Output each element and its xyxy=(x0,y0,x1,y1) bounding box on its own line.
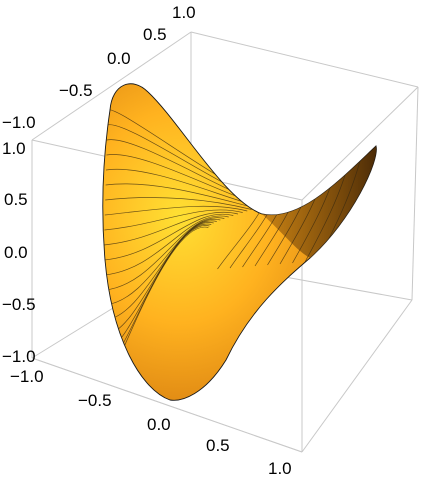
tick-label: 0.0 xyxy=(147,415,171,434)
contour-line xyxy=(104,213,234,261)
tick-label: −0.5 xyxy=(78,391,112,410)
tick-label: 1.0 xyxy=(2,139,26,158)
bottom-axis-ticks: −1.0 −0.5 0.0 0.5 1.0 xyxy=(10,367,292,478)
tick-label: 0.5 xyxy=(206,436,230,455)
contour-line xyxy=(104,209,243,231)
tick-label: 0.5 xyxy=(4,190,28,209)
z-axis-ticks: 1.0 0.5 0.0 −0.5 −1.0 xyxy=(2,139,36,366)
tick-label: 0.0 xyxy=(4,243,28,262)
surface-fill xyxy=(102,83,377,401)
top-axis-ticks: −1.0 −0.5 0.0 0.5 1.0 xyxy=(2,3,196,132)
tick-label: 0.5 xyxy=(143,25,167,44)
bounding-box-front xyxy=(31,357,303,453)
contour-line xyxy=(105,218,221,306)
saddle-surface xyxy=(102,83,377,401)
tick-label: −1.0 xyxy=(2,347,36,366)
box-edge xyxy=(31,357,303,453)
contour-line xyxy=(105,183,256,209)
tick-label: −1.0 xyxy=(2,113,36,132)
surface-shadow xyxy=(262,146,377,258)
contour-line xyxy=(105,197,252,210)
tick-label: 1.0 xyxy=(172,3,196,22)
box-edge xyxy=(411,86,419,301)
box-edge xyxy=(190,31,419,88)
tick-label: 0.0 xyxy=(107,49,131,68)
contour-line xyxy=(105,217,225,291)
contour-line xyxy=(104,205,248,216)
contour-line xyxy=(104,215,229,276)
contour-line xyxy=(106,222,214,336)
box-edge xyxy=(301,86,419,201)
box-edge xyxy=(301,299,413,453)
contour-line xyxy=(105,220,217,321)
tick-label: −0.5 xyxy=(2,295,36,314)
contour-line xyxy=(103,211,239,246)
tick-label: −1.0 xyxy=(10,367,44,386)
tick-label: 1.0 xyxy=(268,459,292,478)
box-edge xyxy=(31,31,192,141)
tick-label: −0.5 xyxy=(59,81,93,100)
